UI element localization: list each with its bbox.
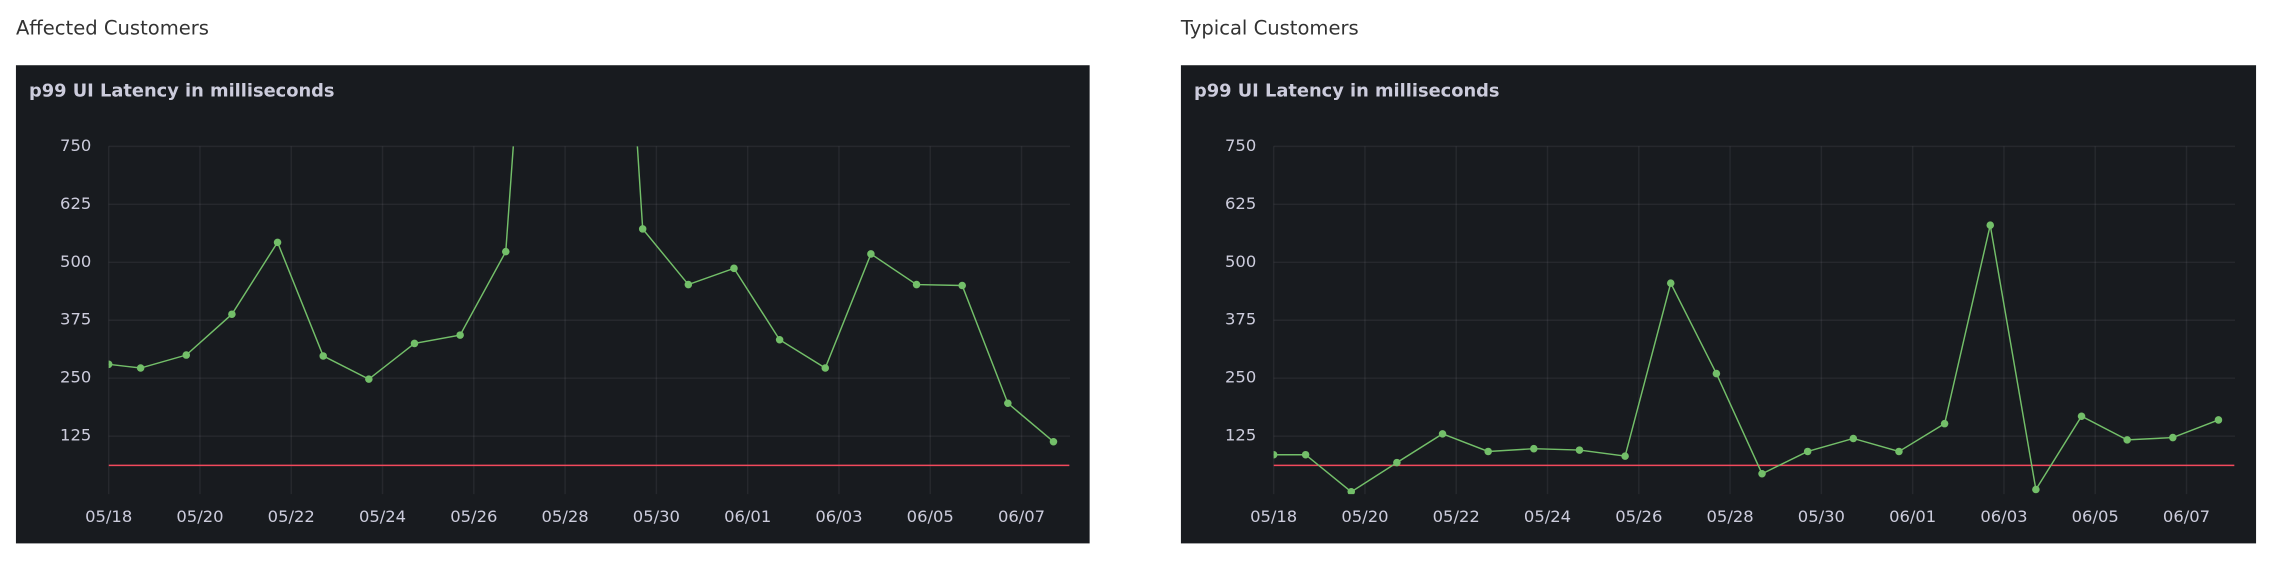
data-point <box>1438 430 1447 438</box>
data-point <box>1849 434 1858 443</box>
x-tick-label: 05/20 <box>176 507 223 526</box>
y-tick-label: 625 <box>1225 194 1256 213</box>
data-point <box>2214 416 2223 424</box>
y-tick-label: 500 <box>60 252 91 271</box>
data-point <box>501 247 510 256</box>
data-point <box>730 264 738 273</box>
y-tick-label: 500 <box>1225 252 1256 271</box>
x-tick-label: 05/28 <box>542 507 589 526</box>
x-tick-label: 05/26 <box>1615 507 1662 526</box>
plot-area <box>1273 221 2235 495</box>
data-point <box>1049 437 1058 446</box>
data-point <box>1940 419 1949 428</box>
data-point <box>410 339 419 348</box>
y-tick-label: 625 <box>60 194 91 213</box>
data-point <box>867 250 875 258</box>
y-tick-label: 750 <box>1225 136 1256 155</box>
data-point <box>1530 444 1538 453</box>
data-point <box>1484 447 1492 456</box>
data-point <box>1575 446 1584 454</box>
x-tick-label: 05/24 <box>359 507 406 526</box>
data-point <box>1301 450 1310 459</box>
data-point <box>1273 450 1278 459</box>
x-tick-label: 05/22 <box>268 507 315 526</box>
data-point <box>2077 412 2086 421</box>
data-point <box>1666 279 1675 287</box>
panel <box>1180 65 2257 544</box>
data-point <box>1895 447 1903 456</box>
x-tick-label: 06/07 <box>2163 507 2210 526</box>
x-tick-label: 05/24 <box>1524 507 1571 526</box>
x-tick-label: 05/22 <box>1433 507 1480 526</box>
y-tick-label: 375 <box>60 310 91 329</box>
x-tick-label: 05/20 <box>1341 507 1388 526</box>
latency-line <box>1273 225 2219 493</box>
data-point <box>1347 488 1356 495</box>
data-point <box>108 360 113 369</box>
data-point <box>775 335 784 344</box>
x-tick-label: 06/07 <box>998 507 1045 526</box>
x-tick-label: 06/01 <box>724 507 771 526</box>
y-tick-label: 250 <box>60 368 91 387</box>
x-tick-label: 05/18 <box>85 507 132 526</box>
panel-heading: Typical Customers <box>1180 17 1359 40</box>
y-tick-label: 125 <box>60 426 91 445</box>
y-tick-label: 750 <box>60 136 91 155</box>
data-point <box>456 331 464 339</box>
x-tick-label: 06/01 <box>1889 507 1936 526</box>
panel-title: p99 UI Latency in milliseconds <box>1194 80 1500 101</box>
panel-heading: Affected Customers <box>16 17 209 40</box>
data-point <box>1621 452 1629 460</box>
data-point <box>1758 469 1766 478</box>
data-point <box>684 280 693 289</box>
data-point <box>273 238 282 247</box>
x-tick-label: 05/18 <box>1250 507 1297 526</box>
y-tick-label: 125 <box>1225 426 1256 445</box>
data-point <box>821 364 830 372</box>
data-point <box>1712 369 1721 378</box>
x-tick-label: 05/30 <box>1798 507 1845 526</box>
x-tick-label: 05/26 <box>450 507 497 526</box>
latency-line <box>108 146 1054 443</box>
data-point <box>1004 399 1012 408</box>
data-point <box>1986 221 1995 229</box>
data-point <box>2032 485 2040 494</box>
panel-title: p99 UI Latency in milliseconds <box>29 80 335 101</box>
data-point <box>2123 436 2131 444</box>
data-point <box>182 351 191 359</box>
x-tick-label: 05/30 <box>633 507 680 526</box>
data-point <box>319 352 327 360</box>
data-point <box>958 281 966 290</box>
data-point <box>228 310 236 318</box>
data-point <box>2169 433 2177 442</box>
x-tick-label: 06/05 <box>2072 507 2119 526</box>
data-point <box>638 225 647 233</box>
data-point <box>1803 447 1812 456</box>
plot-area <box>108 146 1070 467</box>
y-tick-label: 375 <box>1225 310 1256 329</box>
data-point <box>136 364 145 372</box>
data-point <box>365 375 373 383</box>
panel <box>15 65 1090 544</box>
x-tick-label: 06/05 <box>907 507 954 526</box>
x-tick-label: 06/03 <box>1980 507 2027 526</box>
x-tick-label: 06/03 <box>815 507 862 526</box>
x-tick-label: 05/28 <box>1707 507 1754 526</box>
data-point <box>1393 458 1401 467</box>
data-point <box>912 280 921 289</box>
y-tick-label: 250 <box>1225 368 1256 387</box>
